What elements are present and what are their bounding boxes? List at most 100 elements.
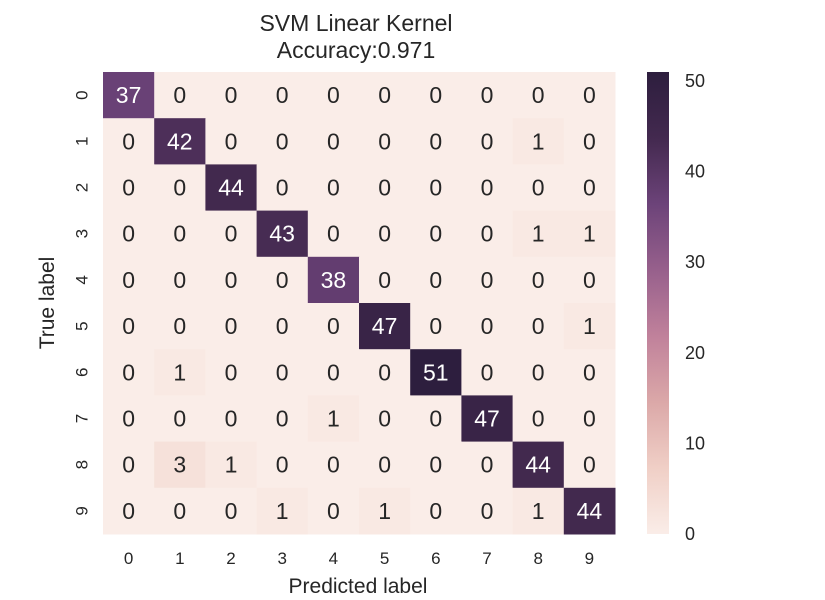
cell-value-0-4: 0 — [327, 82, 340, 108]
cell-8-9 — [563, 441, 616, 489]
cell-7-7 — [461, 395, 514, 443]
cell-5-7 — [461, 303, 514, 350]
cell-value-9-0: 0 — [122, 498, 135, 524]
cell-6-1 — [154, 349, 206, 396]
cell-value-5-5: 47 — [372, 313, 398, 339]
cell-value-0-5: 0 — [378, 82, 391, 108]
cell-value-0-3: 0 — [276, 82, 289, 108]
cell-value-4-5: 0 — [378, 267, 391, 293]
x-tick-1: 1 — [175, 549, 184, 568]
y-tick-1: 1 — [73, 137, 92, 146]
colorbar-tick-0: 0 — [685, 524, 695, 544]
cell-7-3 — [256, 395, 309, 443]
x-tick-labels: 0 1 2 3 4 5 6 7 8 9 — [124, 549, 594, 568]
cell-value-4-4: 38 — [321, 267, 347, 293]
cell-9-2 — [205, 487, 258, 535]
cell-0-0 — [103, 72, 155, 119]
cell-value-8-6: 0 — [429, 452, 442, 478]
colorbar-tick-20: 20 — [685, 343, 705, 363]
cell-value-4-8: 0 — [532, 267, 545, 293]
cell-8-4 — [307, 441, 360, 489]
cell-value-0-7: 0 — [481, 82, 494, 108]
cell-value-7-9: 0 — [583, 406, 596, 432]
cell-1-3 — [256, 118, 309, 165]
cell-8-8 — [512, 441, 565, 489]
cell-value-4-6: 0 — [429, 267, 442, 293]
cell-3-7 — [461, 210, 514, 258]
cell-value-6-8: 0 — [532, 359, 545, 385]
chart-title: SVM Linear Kernel — [259, 10, 452, 36]
cell-value-3-4: 0 — [327, 221, 340, 247]
cell-value-6-4: 0 — [327, 359, 340, 385]
cell-8-7 — [461, 441, 514, 489]
cell-value-8-8: 44 — [525, 452, 551, 478]
cell-7-4 — [307, 395, 360, 443]
cell-7-5 — [359, 395, 411, 443]
cell-1-2 — [205, 118, 258, 165]
cell-value-3-8: 1 — [532, 221, 545, 247]
cell-value-5-1: 0 — [173, 313, 186, 339]
cell-value-9-3: 1 — [276, 498, 289, 524]
x-tick-5: 5 — [380, 549, 389, 568]
cell-6-5 — [359, 349, 411, 396]
cell-5-1 — [154, 303, 206, 350]
cell-3-4 — [307, 210, 360, 258]
cell-9-7 — [461, 487, 514, 535]
cell-value-3-5: 0 — [378, 221, 391, 247]
cell-7-0 — [103, 395, 155, 443]
cell-value-0-0: 37 — [116, 82, 142, 108]
cell-9-4 — [307, 487, 360, 535]
cell-value-6-1: 1 — [173, 359, 186, 385]
cell-value-1-4: 0 — [327, 128, 340, 154]
cell-value-0-2: 0 — [225, 82, 238, 108]
cell-value-7-6: 0 — [429, 406, 442, 432]
cell-1-7 — [461, 118, 514, 165]
cell-7-2 — [205, 395, 258, 443]
cell-value-8-7: 0 — [481, 452, 494, 478]
cell-6-2 — [205, 349, 258, 396]
cell-value-8-3: 0 — [276, 452, 289, 478]
cell-value-3-1: 0 — [173, 221, 186, 247]
colorbar-tick-10: 10 — [685, 433, 705, 453]
cell-value-3-0: 0 — [122, 221, 135, 247]
cell-value-2-7: 0 — [481, 175, 494, 201]
cell-0-2 — [205, 72, 258, 119]
cell-value-9-4: 0 — [327, 498, 340, 524]
cell-9-8 — [512, 487, 565, 535]
cell-2-5 — [359, 164, 411, 212]
cell-value-7-1: 0 — [173, 406, 186, 432]
cell-value-9-8: 1 — [532, 498, 545, 524]
x-tick-4: 4 — [329, 549, 338, 568]
cell-1-0 — [103, 118, 155, 165]
cell-6-4 — [307, 349, 360, 396]
y-tick-8: 8 — [73, 460, 92, 469]
y-tick-7: 7 — [73, 414, 92, 423]
cell-0-9 — [563, 72, 616, 119]
cell-6-6 — [410, 349, 462, 396]
cell-value-0-8: 0 — [532, 82, 545, 108]
cell-2-3 — [256, 164, 309, 212]
cell-4-6 — [410, 256, 462, 304]
cell-9-0 — [103, 487, 155, 535]
chart-subtitle: Accuracy:0.971 — [277, 37, 436, 63]
cell-value-7-7: 47 — [474, 406, 500, 432]
cell-value-2-2: 44 — [218, 175, 244, 201]
cell-2-1 — [154, 164, 206, 212]
cell-1-9 — [563, 118, 616, 165]
x-tick-0: 0 — [124, 549, 133, 568]
cell-value-5-8: 0 — [532, 313, 545, 339]
cell-9-9 — [563, 487, 616, 535]
cell-value-3-3: 43 — [269, 221, 295, 247]
cell-value-7-3: 0 — [276, 406, 289, 432]
cell-value-7-8: 0 — [532, 406, 545, 432]
cell-4-4 — [307, 256, 360, 304]
colorbar-tick-labels: 0 10 20 30 40 50 — [685, 71, 705, 544]
cell-value-6-5: 0 — [378, 359, 391, 385]
x-tick-6: 6 — [431, 549, 440, 568]
cell-value-9-6: 0 — [429, 498, 442, 524]
cell-4-1 — [154, 256, 206, 304]
x-tick-8: 8 — [533, 549, 542, 568]
cell-5-5 — [359, 303, 411, 350]
x-tick-3: 3 — [277, 549, 286, 568]
